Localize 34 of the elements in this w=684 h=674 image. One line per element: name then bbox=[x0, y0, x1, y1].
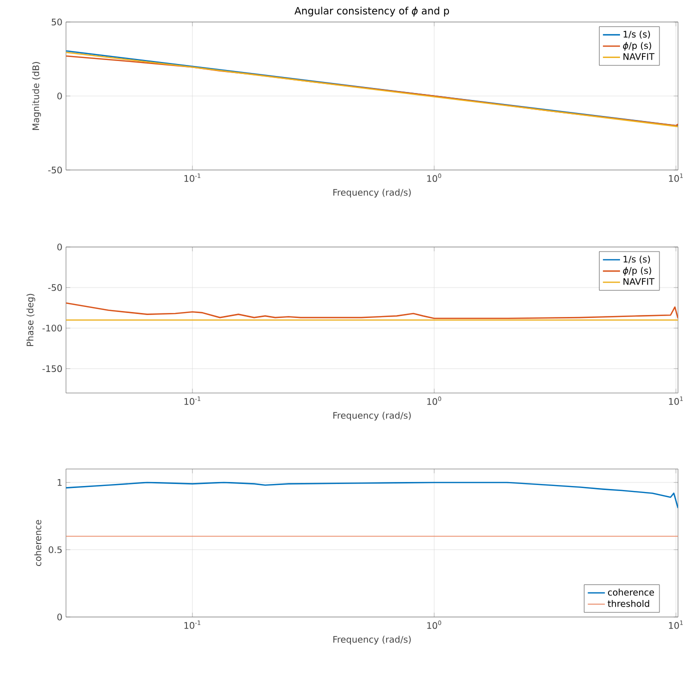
x-tick-label: 10$^{0}$ bbox=[427, 174, 442, 182]
x-axis-title: Frequency (rad/s) bbox=[333, 412, 411, 421]
y-tick-label: -50 bbox=[48, 166, 62, 174]
x-tick-label: 10$^{0}$ bbox=[427, 396, 442, 405]
x-tick-label: 10$^{1}$ bbox=[669, 174, 683, 182]
x-axis-title: Frequency (rad/s) bbox=[333, 188, 411, 198]
x-tick-label: 10$^{-1}$ bbox=[184, 620, 200, 629]
y-tick-label: -50 bbox=[48, 284, 62, 291]
x-tick-label: 10$^{-1}$ bbox=[184, 396, 200, 405]
y-axis-title: Phase (deg) bbox=[26, 294, 36, 346]
x-tick-label: 10$^{1}$ bbox=[669, 396, 683, 405]
legend-label: ϕ/p (s) bbox=[623, 266, 652, 276]
legend-label: NAVFIT bbox=[624, 53, 654, 60]
y-tick-label: 0 bbox=[57, 244, 62, 250]
x-tick-label: 10$^{0}$ bbox=[427, 620, 442, 629]
legend-label: 1/s (s) bbox=[624, 30, 650, 39]
x-tick-label: 10$^{-1}$ bbox=[184, 174, 200, 182]
legend-label: threshold bbox=[608, 600, 650, 607]
y-tick-label: 0 bbox=[57, 614, 62, 620]
y-tick-label: -150 bbox=[42, 365, 62, 372]
y-tick-label: 50 bbox=[52, 18, 62, 26]
y-tick-label: 0 bbox=[57, 92, 62, 100]
y-tick-label: 0.5 bbox=[48, 546, 62, 554]
y-tick-label: 1 bbox=[58, 479, 62, 486]
legend-label: coherence bbox=[608, 588, 654, 596]
y-tick-label: -100 bbox=[42, 324, 62, 332]
x-tick-label: 10$^{1}$ bbox=[669, 620, 683, 629]
x-axis-title: Frequency (rad/s) bbox=[333, 636, 411, 645]
chart-title: Angular consistency of ϕ and p bbox=[294, 6, 450, 16]
y-axis-title: coherence bbox=[34, 520, 42, 566]
legend-label: ϕ/p (s) bbox=[623, 42, 652, 51]
legend-label: 1/s (s) bbox=[624, 256, 650, 264]
y-axis-title: Magnitude (dB) bbox=[32, 62, 41, 130]
legend-label: NAVFIT bbox=[624, 278, 654, 285]
